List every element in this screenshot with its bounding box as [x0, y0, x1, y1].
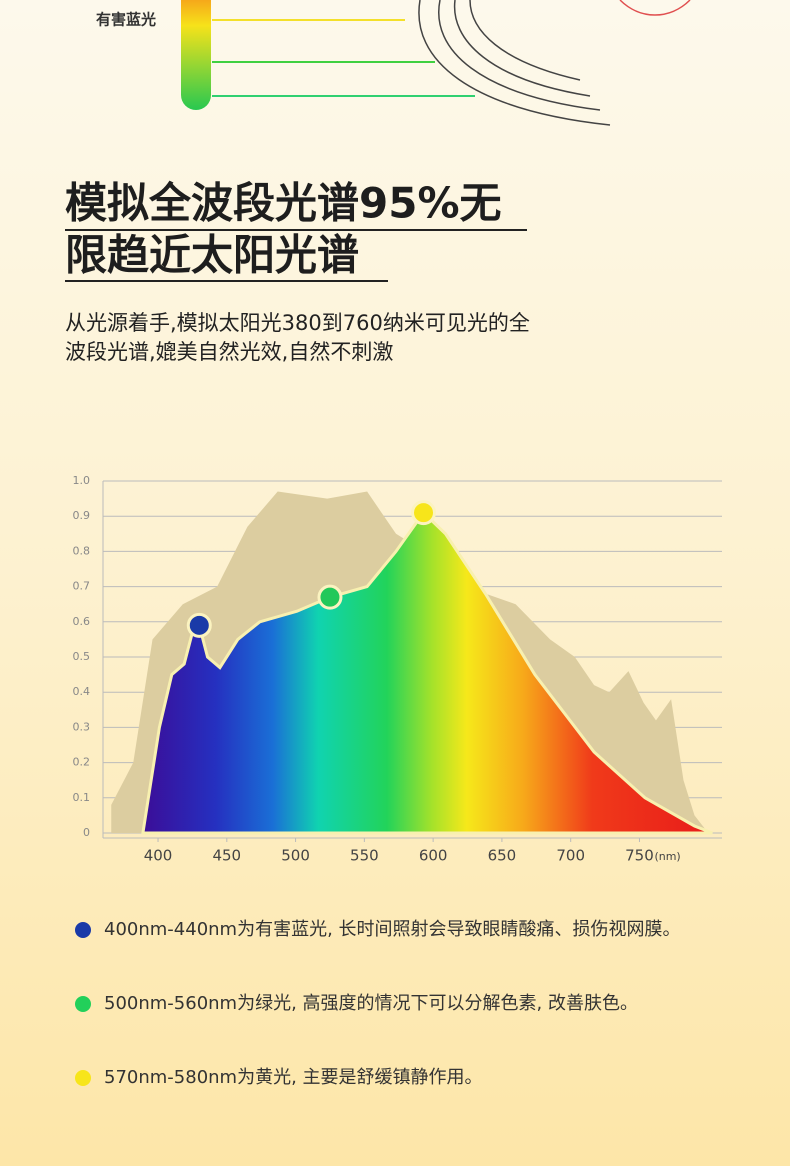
x-tick-label: 400	[144, 847, 173, 865]
note-bullet	[75, 996, 91, 1012]
description: 波段光谱,媲美自然光效,自然不刺激	[65, 340, 393, 364]
x-unit: (nm)	[654, 850, 680, 863]
y-tick-label: 0.6	[73, 615, 91, 628]
note-bullet	[75, 922, 91, 938]
y-tick-label: 0.8	[73, 544, 91, 557]
description: 从光源着手,模拟太阳光380到760纳米可见光的全	[65, 311, 530, 335]
y-tick-label: 0.1	[73, 791, 91, 804]
y-tick-label: 0.4	[73, 685, 91, 698]
eye-drawing	[418, 0, 691, 126]
y-tick-label: 0.9	[73, 509, 91, 522]
note-text: 400nm-440nm为有害蓝光, 长时间照射会导致眼睛酸痛、损伤视网膜。	[104, 919, 681, 940]
note-text: 500nm-560nm为绿光, 高强度的情况下可以分解色素, 改善肤色。	[104, 993, 638, 1014]
y-tick-label: 0.2	[73, 756, 91, 769]
x-tick-label: 550	[350, 847, 379, 865]
y-tick-label: 0.5	[73, 650, 91, 663]
y-tick-label: 0.3	[73, 720, 91, 733]
x-tick-label: 450	[212, 847, 241, 865]
y-tick-label: 1.0	[73, 474, 91, 487]
note-text: 570nm-580nm为黄光, 主要是舒缓镇静作用。	[104, 1067, 483, 1088]
note-bullet	[75, 1070, 91, 1086]
x-tick-label: 700	[556, 847, 585, 865]
y-tick-label: 0.7	[73, 580, 91, 593]
y-tick-label: 0	[83, 826, 90, 839]
x-tick-label: 600	[419, 847, 448, 865]
top-label: 有害蓝光	[96, 11, 156, 29]
peak-marker	[411, 500, 437, 526]
arrows	[212, 19, 475, 97]
spectrum-bar	[181, 0, 211, 110]
peak-marker	[317, 584, 343, 610]
headline: 模拟全波段光谱95%无	[65, 179, 502, 228]
peak-marker	[186, 612, 212, 638]
x-tick-label: 500	[281, 847, 310, 865]
headline: 限趋近太阳光谱	[65, 231, 359, 280]
x-tick-label: 750	[625, 847, 654, 865]
x-tick-label: 650	[488, 847, 517, 865]
